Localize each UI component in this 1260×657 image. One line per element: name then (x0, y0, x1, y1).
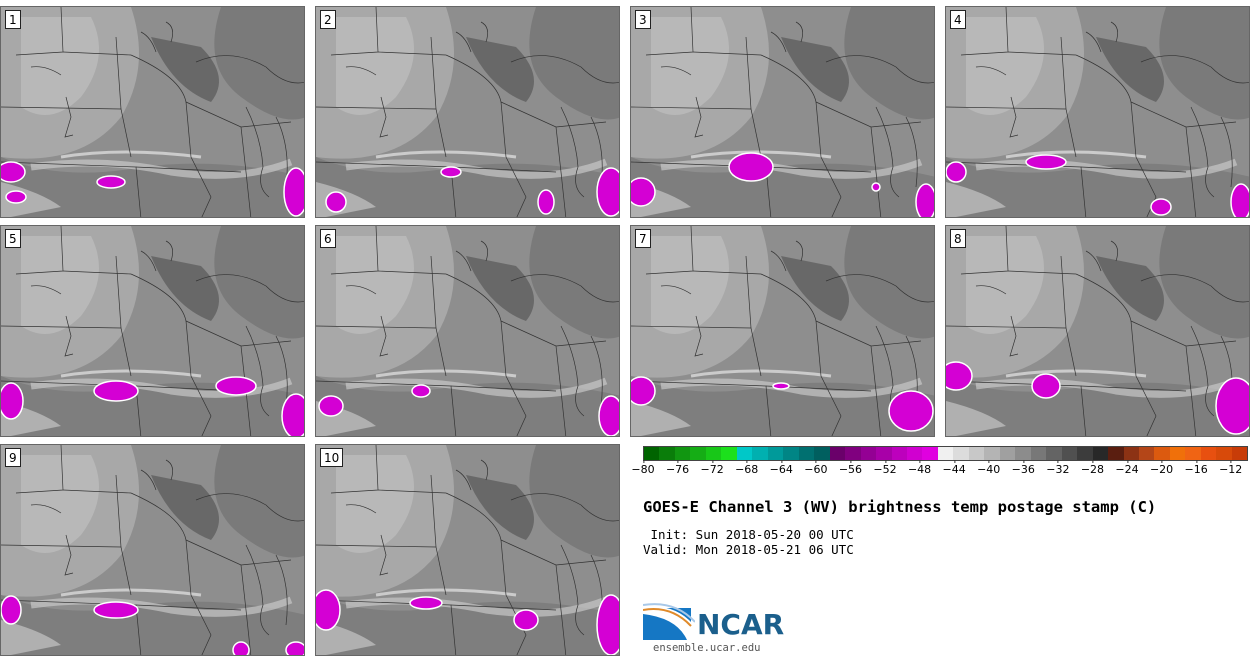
map-panel-7: 7 (630, 225, 935, 437)
colorbar-tick-label: −48 (907, 460, 932, 476)
colorbar-tick-label: −36 (1011, 460, 1035, 476)
panel-number-label: 5 (5, 229, 21, 248)
colorbar-swatch (968, 447, 985, 460)
map-panel-10: 10 (315, 444, 620, 656)
colorbar-swatch (906, 447, 923, 460)
colorbar-swatch (953, 447, 969, 460)
logo-url: ensemble.ucar.edu (653, 642, 761, 654)
colorbar-tick-label: −16 (1184, 460, 1208, 476)
colorbar-swatch (736, 447, 753, 460)
colorbar-tick-label: −40 (977, 460, 1001, 476)
map-panel-3: 3 (630, 6, 935, 218)
colorbar-swatch (814, 447, 830, 460)
colorbar-swatch (1030, 447, 1047, 460)
panel-number-label: 10 (320, 448, 344, 467)
panel-number-label: 9 (5, 448, 21, 467)
colorbar-tick-label: −52 (873, 460, 897, 476)
valid-time: Valid: Mon 2018-05-21 06 UTC (643, 542, 854, 557)
colorbar-swatch (1185, 447, 1201, 460)
colorbar-swatch (767, 447, 784, 460)
colorbar-swatch (1108, 447, 1124, 460)
colorbar-swatch (783, 447, 799, 460)
colorbar-tick-label: −32 (1046, 460, 1070, 476)
colorbar-swatch (1046, 447, 1062, 460)
colorbar-ticks: −80 −76 −72 −68 −64 −60 −56 −52 −48 −44 −40 −36 −32−… (631, 460, 1248, 483)
colorbar-swatch (999, 447, 1016, 460)
colorbar-tick-label: −20 (1149, 460, 1174, 476)
map-panel-1: 1 (0, 6, 305, 218)
panel-number-label: 6 (320, 229, 336, 248)
panel-number-label: 8 (950, 229, 966, 248)
colorbar-swatch (845, 447, 861, 460)
colorbar-tick-label: −24 (1115, 460, 1139, 476)
colorbar-swatch (798, 447, 815, 460)
colorbar-swatch (1154, 447, 1170, 460)
panel-number-label: 2 (320, 10, 336, 29)
colorbar-swatch (1123, 447, 1139, 460)
colorbar-swatch (984, 447, 1000, 460)
colorbar-swatch (1200, 447, 1217, 460)
map-panel-4: 4 (945, 6, 1250, 218)
colorbar-tick-label: −72 (700, 460, 724, 476)
colorbar-swatch (829, 447, 846, 460)
colorbar-tick-label: −68 (735, 460, 759, 476)
colorbar-swatch (752, 447, 768, 460)
colorbar-tick-label: −76 (665, 460, 690, 476)
ncar-logo: NCAR ensemble.ucar.edu (643, 600, 803, 656)
colorbar-swatch (721, 447, 737, 460)
colorbar-tick-label: −56 (838, 460, 863, 476)
colorbar-swatch (1231, 447, 1248, 460)
colorbar-swatch (891, 447, 907, 460)
panel-number-label: 4 (950, 10, 966, 29)
map-panel-9: 9 (0, 444, 305, 656)
map-panel-5: 5 (0, 225, 305, 437)
colorbar-swatch (1077, 447, 1093, 460)
colorbar-swatch (644, 447, 660, 460)
colorbar (643, 446, 1248, 461)
colorbar-swatch (876, 447, 892, 460)
colorbar-swatch (1139, 447, 1155, 460)
ncar-logo-text: NCAR (697, 608, 785, 641)
map-panel-2: 2 (315, 6, 620, 218)
colorbar-tick-label: −80 (631, 460, 655, 476)
init-time: Init: Sun 2018-05-20 00 UTC (643, 527, 854, 542)
colorbar-tick-label: −60 (804, 460, 828, 476)
colorbar-swatch (922, 447, 938, 460)
colorbar-tick-label: −64 (769, 460, 793, 476)
colorbar-swatch (1092, 447, 1109, 460)
colorbar-swatch (937, 447, 954, 460)
colorbar-tick-label: −12 (1219, 460, 1243, 476)
colorbar-swatch (1169, 447, 1186, 460)
colorbar-swatch (1061, 447, 1078, 460)
map-panel-6: 6 (315, 225, 620, 437)
colorbar-swatch (674, 447, 691, 460)
colorbar-swatch (860, 447, 877, 460)
panel-number-label: 1 (5, 10, 21, 29)
colorbar-swatch (1216, 447, 1232, 460)
panel-number-label: 3 (635, 10, 651, 29)
colorbar-swatch (659, 447, 675, 460)
colorbar-tick-label: −44 (942, 460, 966, 476)
colorbar-tick-label: −28 (1080, 460, 1105, 476)
figure-title: GOES-E Channel 3 (WV) brightness temp po… (643, 498, 1157, 516)
ncar-logo-icon (643, 603, 695, 640)
colorbar-swatch (1015, 447, 1031, 460)
map-panel-8: 8 (945, 225, 1250, 437)
colorbar-swatch (690, 447, 706, 460)
panel-number-label: 7 (635, 229, 651, 248)
colorbar-swatch (705, 447, 722, 460)
